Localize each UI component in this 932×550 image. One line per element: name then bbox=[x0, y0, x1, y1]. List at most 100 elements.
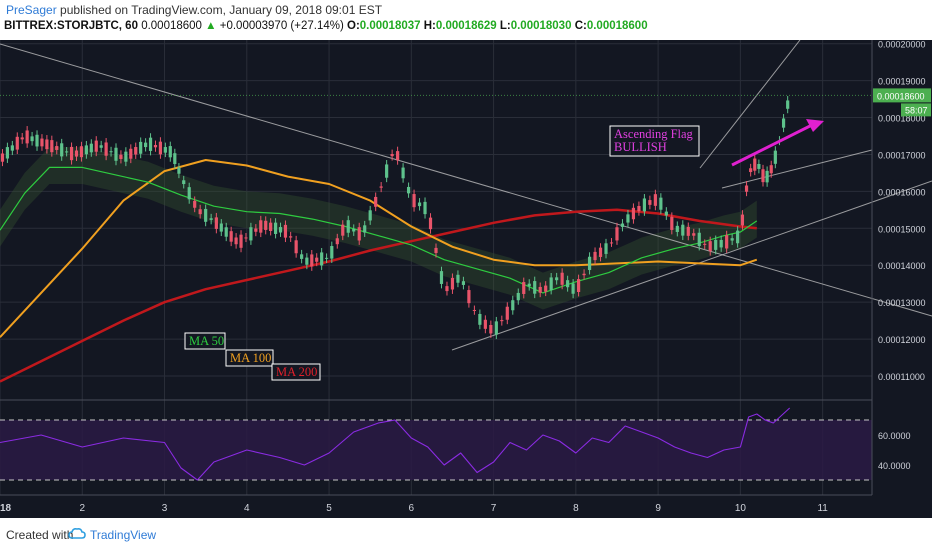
candle-body bbox=[320, 252, 324, 266]
rsi-band-fill bbox=[0, 420, 872, 480]
candle-body bbox=[516, 292, 520, 301]
high-value: 0.00018629 bbox=[435, 20, 497, 32]
y-tick-label: 0.00017000 bbox=[878, 150, 926, 160]
x-tick-label: 3 bbox=[162, 503, 168, 514]
candle-body bbox=[5, 147, 10, 159]
x-tick-label: 2018 bbox=[0, 503, 12, 514]
y-tick-label: 0.00015000 bbox=[878, 224, 926, 234]
ohlc-line: BITTREX:STORJBTC, 60 0.00018600 ▲ +0.000… bbox=[4, 20, 648, 32]
ma200-line bbox=[0, 208, 757, 383]
candle-body bbox=[124, 151, 128, 162]
chart-footer: Created with TradingView bbox=[0, 518, 932, 550]
candle-body bbox=[305, 257, 309, 265]
candle-body bbox=[390, 153, 394, 157]
candle-body bbox=[765, 170, 769, 183]
candle-body bbox=[445, 286, 449, 292]
flag-upper-line bbox=[699, 40, 801, 169]
candle-body bbox=[269, 222, 273, 232]
last-price: 0.00018600 bbox=[141, 20, 202, 32]
ma200-label: MA 200 bbox=[276, 365, 317, 379]
candle-body bbox=[148, 137, 153, 151]
candle-body bbox=[761, 169, 765, 183]
candle-body bbox=[505, 306, 509, 320]
candle-body bbox=[84, 145, 88, 155]
candle-body bbox=[35, 134, 39, 147]
candle-body bbox=[158, 141, 163, 155]
candle-body bbox=[786, 100, 790, 109]
candle-body bbox=[609, 242, 614, 244]
candle-body bbox=[244, 237, 248, 239]
candle-body bbox=[193, 200, 197, 208]
candle-body bbox=[769, 165, 773, 174]
candle-body bbox=[139, 141, 143, 154]
tradingview-brand[interactable]: TradingView bbox=[90, 528, 157, 542]
low-value: 0.00018030 bbox=[510, 20, 572, 32]
candle-body bbox=[0, 153, 5, 162]
candle-body bbox=[773, 150, 777, 164]
candle-body bbox=[129, 148, 133, 159]
candle-body bbox=[494, 321, 498, 335]
candle-body bbox=[538, 286, 542, 293]
candle-body bbox=[15, 136, 19, 150]
y-tick-label: 0.00018000 bbox=[878, 114, 926, 124]
candle-body bbox=[703, 243, 707, 245]
candle-body bbox=[99, 145, 103, 148]
candle-body bbox=[571, 283, 575, 294]
grid bbox=[0, 40, 872, 495]
candle-body bbox=[533, 281, 537, 294]
candle-body bbox=[587, 256, 592, 271]
candle-body bbox=[549, 277, 553, 290]
chart-svg[interactable]: 0.00011000 0.00012000 0.00013000 0.00014000… bbox=[0, 40, 932, 518]
ma50-label: MA 50 bbox=[189, 334, 224, 348]
x-tick-label: 6 bbox=[409, 503, 415, 514]
x-tick-label: 9 bbox=[655, 503, 661, 514]
candle-body bbox=[489, 324, 493, 334]
candle-body bbox=[310, 254, 314, 267]
candle-body bbox=[637, 205, 641, 212]
candle-body bbox=[234, 237, 238, 245]
chart-header: PreSager published on TradingView.com, J… bbox=[0, 0, 932, 40]
candle-body bbox=[736, 230, 740, 244]
candle-body bbox=[363, 225, 367, 233]
author-link[interactable]: PreSager bbox=[6, 3, 57, 17]
candle-body bbox=[79, 146, 84, 158]
price-tag-box bbox=[873, 88, 931, 103]
candle-body bbox=[109, 151, 113, 153]
candle-body bbox=[374, 196, 378, 207]
publish-info: published on TradingView.com, January 09… bbox=[60, 3, 383, 17]
candle-body bbox=[664, 211, 668, 216]
candle-body bbox=[781, 118, 786, 128]
candle-body bbox=[385, 164, 389, 178]
candle-body bbox=[94, 140, 98, 152]
candle-body bbox=[177, 167, 181, 174]
candle-body bbox=[283, 224, 288, 238]
candle-body bbox=[341, 224, 345, 236]
candle-body bbox=[719, 239, 723, 248]
rsi-line bbox=[0, 407, 791, 481]
candle-body bbox=[450, 277, 455, 290]
x-tick-label: 8 bbox=[573, 503, 579, 514]
candle-body bbox=[20, 137, 24, 140]
candle-body bbox=[428, 217, 433, 230]
candle-body bbox=[740, 214, 745, 226]
candle-body bbox=[659, 197, 663, 210]
candle-body bbox=[522, 282, 526, 294]
candle-body bbox=[483, 319, 487, 329]
candle-body bbox=[55, 146, 59, 150]
candle-body bbox=[204, 208, 208, 222]
candle-body bbox=[675, 225, 679, 232]
created-with-text: Created with bbox=[6, 528, 74, 542]
x-tick-label: 7 bbox=[491, 503, 497, 514]
candle-body bbox=[357, 227, 361, 241]
candle-body bbox=[300, 254, 304, 259]
ma100-label-box bbox=[225, 349, 274, 367]
candle-body bbox=[648, 200, 652, 205]
candle-body bbox=[686, 226, 690, 236]
close-value: 0.00018600 bbox=[586, 20, 648, 32]
candle-body bbox=[144, 142, 148, 148]
candle-body bbox=[626, 214, 630, 223]
x-tick-label: 5 bbox=[326, 503, 332, 514]
candle-body bbox=[555, 277, 559, 281]
candle-body bbox=[198, 209, 202, 215]
candle-body bbox=[119, 154, 123, 159]
